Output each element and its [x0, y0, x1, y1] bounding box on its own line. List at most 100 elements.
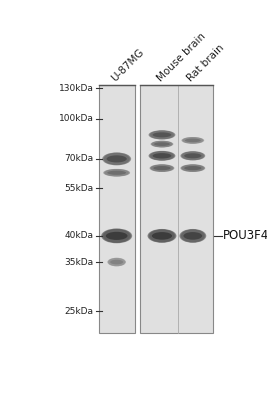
- Ellipse shape: [108, 258, 125, 266]
- Ellipse shape: [180, 164, 205, 172]
- Ellipse shape: [154, 141, 170, 147]
- Ellipse shape: [183, 138, 202, 143]
- Ellipse shape: [152, 131, 171, 138]
- Ellipse shape: [183, 137, 203, 144]
- Ellipse shape: [110, 259, 123, 266]
- Ellipse shape: [182, 164, 204, 172]
- Ellipse shape: [104, 229, 129, 242]
- Ellipse shape: [105, 169, 128, 176]
- Ellipse shape: [153, 165, 171, 171]
- Ellipse shape: [153, 166, 171, 170]
- Ellipse shape: [152, 232, 172, 240]
- Ellipse shape: [182, 137, 203, 144]
- Ellipse shape: [105, 153, 128, 164]
- Ellipse shape: [183, 232, 202, 240]
- Ellipse shape: [150, 151, 174, 160]
- Text: 55kDa: 55kDa: [64, 184, 93, 193]
- Ellipse shape: [151, 230, 173, 242]
- Ellipse shape: [183, 230, 202, 242]
- Ellipse shape: [150, 230, 174, 242]
- Ellipse shape: [107, 258, 126, 266]
- Ellipse shape: [149, 130, 175, 139]
- Ellipse shape: [150, 131, 174, 139]
- Ellipse shape: [106, 230, 128, 242]
- Ellipse shape: [106, 154, 128, 164]
- Ellipse shape: [154, 142, 170, 146]
- Ellipse shape: [101, 228, 132, 243]
- Ellipse shape: [152, 132, 171, 137]
- Ellipse shape: [181, 230, 205, 242]
- Ellipse shape: [179, 229, 206, 243]
- Ellipse shape: [150, 164, 174, 172]
- Ellipse shape: [152, 165, 172, 172]
- Ellipse shape: [151, 141, 173, 148]
- Ellipse shape: [107, 154, 127, 164]
- Text: U-87MG: U-87MG: [109, 47, 146, 84]
- Ellipse shape: [152, 152, 171, 160]
- Ellipse shape: [184, 138, 202, 143]
- Ellipse shape: [106, 232, 128, 240]
- Ellipse shape: [107, 155, 127, 162]
- Ellipse shape: [180, 151, 205, 160]
- Ellipse shape: [185, 138, 201, 142]
- Ellipse shape: [182, 152, 204, 160]
- Ellipse shape: [104, 169, 129, 176]
- Ellipse shape: [105, 230, 128, 242]
- Bar: [140, 85, 213, 333]
- Ellipse shape: [107, 170, 127, 176]
- Ellipse shape: [183, 230, 203, 242]
- Ellipse shape: [104, 153, 129, 165]
- Ellipse shape: [103, 169, 130, 176]
- Text: 40kDa: 40kDa: [64, 231, 93, 240]
- Ellipse shape: [151, 131, 173, 139]
- Ellipse shape: [152, 230, 172, 242]
- Ellipse shape: [148, 130, 175, 140]
- Ellipse shape: [184, 166, 202, 170]
- Text: 130kDa: 130kDa: [58, 84, 93, 92]
- Ellipse shape: [149, 230, 175, 242]
- Ellipse shape: [152, 152, 172, 160]
- Ellipse shape: [181, 164, 205, 172]
- Ellipse shape: [151, 164, 173, 172]
- Text: 100kDa: 100kDa: [58, 114, 93, 123]
- Ellipse shape: [152, 141, 172, 147]
- Ellipse shape: [109, 258, 124, 266]
- Ellipse shape: [183, 165, 202, 171]
- Ellipse shape: [107, 170, 126, 176]
- Ellipse shape: [151, 152, 173, 160]
- Ellipse shape: [148, 229, 176, 242]
- Ellipse shape: [108, 258, 125, 266]
- Ellipse shape: [148, 151, 175, 161]
- Ellipse shape: [180, 229, 206, 242]
- Bar: [99, 85, 135, 333]
- Ellipse shape: [107, 171, 126, 175]
- Text: POU3F4: POU3F4: [223, 229, 267, 242]
- Ellipse shape: [181, 151, 205, 160]
- Ellipse shape: [150, 164, 174, 172]
- Ellipse shape: [103, 153, 130, 165]
- Ellipse shape: [106, 169, 128, 176]
- Ellipse shape: [185, 138, 201, 143]
- Text: 25kDa: 25kDa: [64, 307, 93, 316]
- Ellipse shape: [102, 229, 131, 243]
- Ellipse shape: [183, 165, 203, 172]
- Ellipse shape: [110, 260, 123, 264]
- Ellipse shape: [151, 141, 173, 147]
- Ellipse shape: [183, 152, 202, 160]
- Text: Rat brain: Rat brain: [186, 43, 226, 84]
- Ellipse shape: [152, 165, 171, 171]
- Ellipse shape: [184, 165, 202, 171]
- Text: Mouse brain: Mouse brain: [155, 31, 207, 84]
- Ellipse shape: [149, 151, 175, 160]
- Ellipse shape: [153, 141, 171, 147]
- Ellipse shape: [109, 258, 124, 266]
- Ellipse shape: [147, 229, 176, 243]
- Text: 70kDa: 70kDa: [64, 154, 93, 163]
- Ellipse shape: [182, 137, 204, 144]
- Ellipse shape: [153, 141, 171, 147]
- Ellipse shape: [103, 229, 130, 243]
- Ellipse shape: [152, 131, 172, 139]
- Ellipse shape: [183, 152, 203, 160]
- Ellipse shape: [182, 230, 204, 242]
- Ellipse shape: [152, 153, 171, 158]
